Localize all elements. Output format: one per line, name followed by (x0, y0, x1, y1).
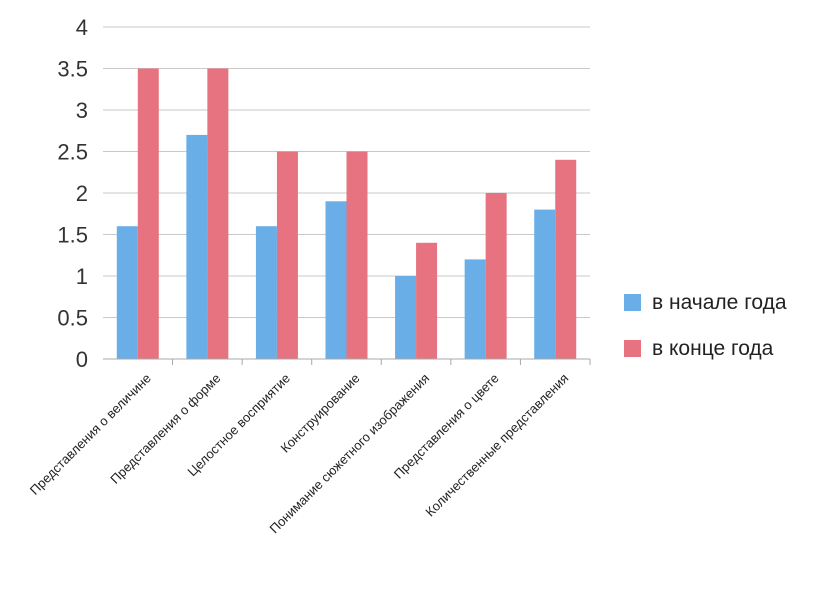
bar-start-of-year (186, 134, 208, 359)
x-tick-label: Представления о величине (27, 371, 154, 498)
y-tick-label: 4 (76, 15, 88, 40)
bar-start-of-year (116, 226, 138, 359)
y-tick-label: 1.5 (57, 223, 88, 248)
bar-start-of-year (395, 276, 417, 359)
legend: в начале года в конце года (624, 291, 787, 360)
y-tick-label: 3.5 (57, 57, 88, 82)
bar-start-of-year (464, 259, 486, 359)
legend-swatch (624, 340, 641, 357)
bar-end-of-year (416, 242, 438, 359)
bar-start-of-year (534, 209, 556, 359)
bar-end-of-year (276, 151, 298, 359)
bar-start-of-year (325, 201, 347, 359)
legend-label: в начале года (652, 291, 787, 314)
bars (116, 68, 577, 359)
legend-label: в конце года (652, 337, 774, 360)
y-tick-label: 1 (76, 264, 88, 289)
x-tick-label: Количественные представления (422, 371, 571, 520)
y-tick-label: 2 (76, 181, 88, 206)
bar-end-of-year (207, 68, 229, 359)
y-tick-label: 0.5 (57, 306, 88, 331)
y-tick-label: 3 (76, 98, 88, 123)
y-axis: 0 0.5 1 1.5 2 2.5 3 3.5 4 (57, 15, 88, 372)
bar-end-of-year (137, 68, 159, 359)
legend-swatch (624, 294, 641, 311)
y-tick-label: 0 (76, 347, 88, 372)
bar-end-of-year (346, 151, 368, 359)
y-tick-label: 2.5 (57, 140, 88, 165)
bar-end-of-year (555, 159, 577, 359)
bar-start-of-year (255, 226, 277, 359)
bar-end-of-year (485, 193, 507, 359)
